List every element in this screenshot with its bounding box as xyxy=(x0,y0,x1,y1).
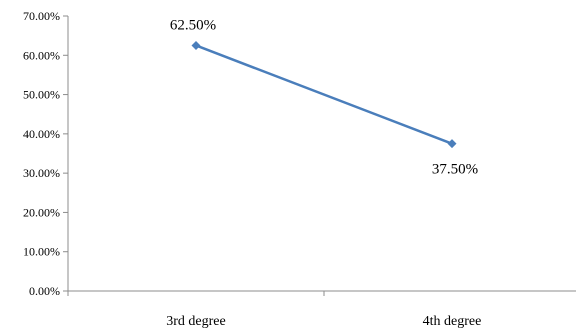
data-label: 37.50% xyxy=(432,162,478,178)
series-line xyxy=(195,44,453,145)
y-tick-label: 50.00% xyxy=(23,88,60,102)
data-label: 62.50% xyxy=(170,17,216,33)
y-tick-label: 10.00% xyxy=(23,245,60,259)
y-tick-label: 60.00% xyxy=(23,48,60,62)
x-tick-label: 3rd degree xyxy=(166,314,225,329)
y-tick-label: 40.00% xyxy=(23,127,60,141)
x-axis: 3rd degree 4th degree xyxy=(67,290,576,329)
x-tick-label: 4th degree xyxy=(423,314,482,329)
y-tick-label: 20.00% xyxy=(23,205,60,219)
data-point-marker xyxy=(447,139,457,149)
data-point-marker xyxy=(191,40,201,50)
y-axis: 0.00% 10.00% 20.00% 30.00% 40.00% 50.00% 60.00… xyxy=(23,9,69,298)
y-tick-label: 0.00% xyxy=(29,284,60,298)
y-tick-label: 70.00% xyxy=(23,9,60,23)
data-labels: 62.50% 37.50% xyxy=(170,17,478,177)
series-group xyxy=(191,40,457,149)
y-tick-label: 30.00% xyxy=(23,166,60,180)
